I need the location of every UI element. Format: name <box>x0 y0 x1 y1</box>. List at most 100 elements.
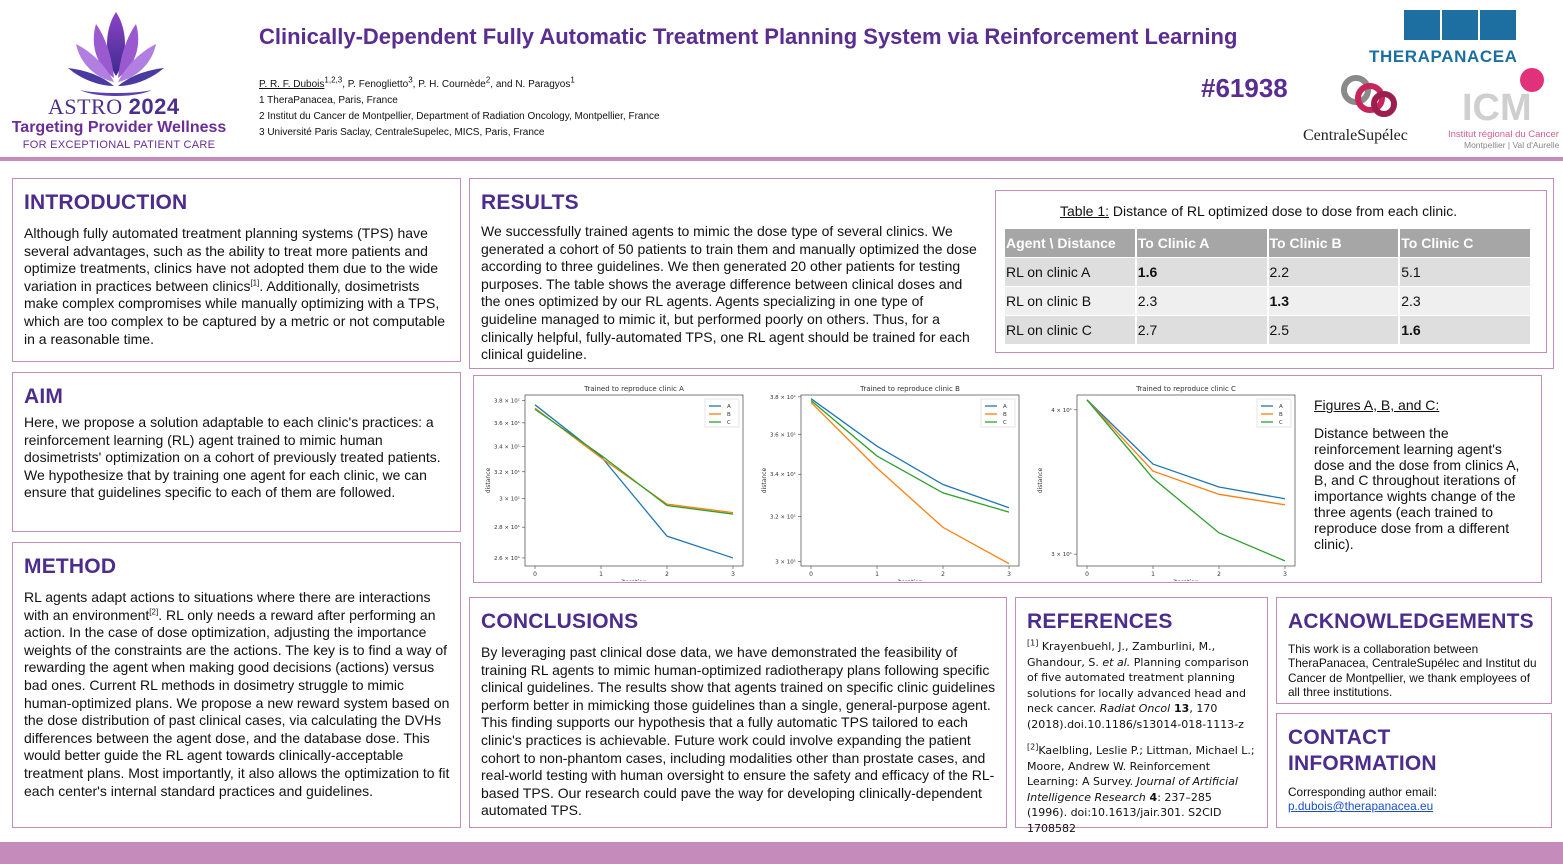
chart-plot-area <box>1076 394 1296 567</box>
table-cell: 1.3 <box>1267 285 1401 315</box>
aim-panel: AIM Here, we propose a solution adaptabl… <box>12 372 461 532</box>
table-header-cell: To Clinic C <box>1399 229 1532 257</box>
table-cell: 2.3 <box>1135 285 1269 315</box>
series-line-a <box>810 398 1010 509</box>
x-tick-label: 3 <box>1283 571 1287 578</box>
astro-subtagline: FOR EXCEPTIONAL PATIENT CARE <box>22 139 216 151</box>
method-heading: METHOD <box>24 555 117 578</box>
y-tick-label: 3 × 10¹ <box>499 496 520 503</box>
affiliation-2: 2 Institut du Cancer de Montpellier, Dep… <box>259 111 660 122</box>
x-tick-label: 3 <box>731 571 735 578</box>
series-line-a <box>1086 399 1286 500</box>
series-line-b <box>1086 399 1286 506</box>
chart-legend <box>1256 398 1292 428</box>
results-text: We successfully trained agents to mimic … <box>481 223 977 363</box>
therapanacea-wordmark: THERAPANACEA <box>1369 47 1518 66</box>
legend-label: B <box>1279 412 1283 418</box>
y-axis-label: distance <box>761 467 768 493</box>
table-row: RL on clinic C 2.7 2.5 1.6 <box>1005 314 1532 344</box>
aim-text: Here, we propose a solution adaptable to… <box>24 414 441 501</box>
results-table: Agent \ Distance To Clinic A To Clinic B… <box>1005 229 1532 344</box>
series-line-c <box>810 400 1010 513</box>
table-header-cell: Agent \ Distance <box>1005 229 1137 257</box>
centralesupelec-wordmark: CentraleSupélec <box>1303 127 1408 144</box>
references-panel: REFERENCES [1] Krayenbuehl, J., Zamburli… <box>1015 597 1268 835</box>
x-axis-label: iteration <box>897 579 923 581</box>
y-tick-label: 3 × 10¹ <box>775 558 796 565</box>
poster-title: Clinically-Dependent Fully Automatic Tre… <box>259 24 1238 49</box>
affiliation-1: 1 TheraPanacea, Paris, France <box>259 95 398 106</box>
table-cell: RL on clinic A <box>1005 256 1137 286</box>
table-cell: 5.1 <box>1399 256 1532 286</box>
introduction-text: Although fully automated treatment plann… <box>24 225 445 347</box>
chart-title: Trained to reproduce clinic A <box>583 385 684 393</box>
legend-label: C <box>727 420 731 426</box>
table-cell: RL on clinic C <box>1005 314 1137 344</box>
series-line-c <box>1086 399 1286 562</box>
method-text: RL agents adapt actions to situations wh… <box>24 589 450 799</box>
y-tick-label: 3.8 × 10¹ <box>494 397 520 404</box>
icm-logo-icon: ICM <box>1462 68 1544 124</box>
legend-label: B <box>1003 412 1007 418</box>
table-cell: 2.3 <box>1399 285 1532 315</box>
aim-heading: AIM <box>24 385 64 408</box>
chart-title: Trained to reproduce clinic B <box>859 385 960 393</box>
x-tick-label: 0 <box>533 571 537 578</box>
table-header-row: Agent \ Distance To Clinic A To Clinic B… <box>1005 229 1532 257</box>
y-tick-label: 2.8 × 10¹ <box>494 524 520 531</box>
chart-legend <box>704 398 740 428</box>
conclusions-panel: CONCLUSIONS By leveraging past clinical … <box>469 597 1007 828</box>
author-line: P. R. F. Dubois1,2,3, P. Fenoglietto3, P… <box>259 75 575 90</box>
y-tick-label: 3.4 × 10¹ <box>494 444 520 451</box>
table-header-cell: To Clinic A <box>1135 229 1269 257</box>
legend-label: A <box>727 404 731 410</box>
acknowledgements-text: This work is a collaboration between The… <box>1288 642 1537 699</box>
series-line-c <box>534 408 734 515</box>
y-tick-label: 2.6 × 10¹ <box>494 555 520 562</box>
centralesupelec-logo-icon <box>1341 75 1397 117</box>
y-axis-label: distance <box>485 467 492 493</box>
table-cell: 1.6 <box>1135 256 1269 286</box>
figure-caption-title: Figures A, B, and C: <box>1314 397 1440 413</box>
x-tick-label: 1 <box>1151 571 1155 578</box>
contact-panel: CONTACT INFORMATION Corresponding author… <box>1276 713 1552 828</box>
astro-logo: ASTRO 2024 Targeting Provider Wellness F… <box>6 6 232 154</box>
svg-text:ICM: ICM <box>1462 87 1532 124</box>
x-tick-label: 2 <box>1217 571 1221 578</box>
table-cell: 2.7 <box>1135 314 1269 344</box>
chart-legend <box>980 398 1016 428</box>
table-header-cell: To Clinic B <box>1267 229 1401 257</box>
chart-clinic-a: Trained to reproduce clinic A 3.8 × 10¹ 3.… <box>485 385 744 581</box>
legend-label: A <box>1003 404 1007 410</box>
x-tick-label: 1 <box>599 571 603 578</box>
introduction-heading: INTRODUCTION <box>24 191 188 214</box>
conclusions-text: By leveraging past clinical dose data, w… <box>481 644 996 819</box>
contact-heading: CONTACT INFORMATION <box>1288 726 1437 775</box>
legend-label: B <box>727 412 731 418</box>
chart-plot-area <box>524 394 744 567</box>
x-tick-label: 2 <box>665 571 669 578</box>
chart-clinic-b: Trained to reproduce clinic B 3.8 × 10¹ 3.… <box>761 385 1020 581</box>
reference-2: [2]Kaelbling, Leslie P.; Littman, Michae… <box>1027 742 1255 835</box>
x-tick-label: 0 <box>809 571 813 578</box>
therapanacea-logo-icon <box>1404 10 1518 40</box>
results-heading: RESULTS <box>481 191 579 214</box>
abstract-number: #61938 <box>1201 73 1288 103</box>
icm-subtitle: Institut régional du Cancer <box>1448 129 1559 140</box>
header-divider <box>0 157 1563 161</box>
y-tick-label: 3.2 × 10¹ <box>770 513 796 520</box>
table-caption: Table 1: Distance of RL optimized dose t… <box>1060 203 1458 219</box>
legend-label: C <box>1279 420 1283 426</box>
contact-email-link[interactable]: p.dubois@therapanacea.eu <box>1288 799 1434 813</box>
lotus-icon <box>68 12 164 96</box>
series-line-a <box>534 404 734 559</box>
references-heading: REFERENCES <box>1027 610 1173 633</box>
table-row: RL on clinic A 1.6 2.2 5.1 <box>1005 256 1532 286</box>
conclusions-heading: CONCLUSIONS <box>481 610 639 633</box>
legend-label: A <box>1279 404 1283 410</box>
y-axis-label: distance <box>1037 467 1044 493</box>
chart-clinic-c: Trained to reproduce clinic C 4 × 10¹ 3 × … <box>1037 385 1296 581</box>
poster-header: ASTRO 2024 Targeting Provider Wellness F… <box>0 0 1563 158</box>
poster-footer-bar <box>0 842 1563 864</box>
legend-label: C <box>1003 420 1007 426</box>
